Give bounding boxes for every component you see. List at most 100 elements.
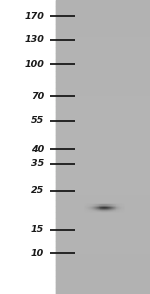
Bar (96, 207, 97, 208)
Bar (102, 208, 103, 209)
Bar (100, 209, 101, 210)
Bar (103, 204, 104, 205)
Bar (56, 200, 150, 206)
Bar (99, 207, 100, 208)
Bar (56, 76, 150, 82)
Text: 40: 40 (31, 145, 44, 154)
Bar (88, 204, 89, 205)
Bar (108, 207, 109, 208)
Bar (115, 209, 116, 210)
Bar (97, 210, 98, 211)
Bar (122, 207, 123, 208)
Bar (103, 208, 104, 209)
Bar (113, 205, 114, 206)
Bar (97, 208, 98, 209)
Bar (114, 210, 115, 211)
Bar (92, 209, 93, 210)
Bar (56, 135, 150, 141)
Bar (95, 206, 96, 207)
Bar (56, 241, 150, 247)
Bar (122, 210, 123, 211)
Bar (96, 208, 97, 209)
Bar (99, 204, 100, 205)
Bar (98, 207, 99, 208)
Bar (111, 204, 112, 205)
Bar (56, 188, 150, 194)
Bar (56, 282, 150, 288)
Bar (56, 223, 150, 229)
Bar (88, 206, 89, 207)
Bar (119, 204, 120, 205)
Bar (56, 71, 150, 76)
Bar (114, 209, 115, 210)
Bar (117, 207, 118, 208)
Bar (121, 208, 122, 209)
Bar (117, 205, 118, 206)
Bar (96, 209, 97, 210)
Bar (95, 207, 96, 208)
Bar (56, 65, 150, 71)
Bar (85, 210, 86, 211)
Bar (108, 204, 109, 205)
Bar (56, 265, 150, 270)
Bar (56, 253, 150, 259)
Bar (102, 210, 103, 211)
Bar (56, 94, 150, 100)
Bar (107, 210, 108, 211)
Bar (112, 209, 113, 210)
Bar (92, 204, 93, 205)
Bar (104, 205, 105, 206)
Bar (116, 207, 117, 208)
Bar (56, 288, 150, 294)
Bar (117, 210, 118, 211)
Bar (0, 0, 56, 294)
Bar (56, 218, 150, 223)
Bar (92, 206, 93, 207)
Bar (56, 259, 150, 265)
Bar (100, 207, 101, 208)
Bar (89, 204, 90, 205)
Bar (56, 229, 150, 235)
Bar (107, 204, 108, 205)
Text: 130: 130 (24, 35, 44, 44)
Bar (86, 205, 87, 206)
Bar (99, 205, 100, 206)
Bar (105, 206, 106, 207)
Bar (103, 209, 104, 210)
Bar (56, 147, 150, 153)
Bar (95, 204, 96, 205)
Bar (111, 206, 112, 207)
Bar (101, 204, 102, 205)
Bar (93, 207, 94, 208)
Bar (122, 209, 123, 210)
Bar (105, 205, 106, 206)
Bar (122, 206, 123, 207)
Bar (119, 205, 120, 206)
Bar (113, 209, 114, 210)
Bar (109, 207, 110, 208)
Text: 55: 55 (31, 116, 44, 125)
Bar (105, 207, 106, 208)
Bar (98, 208, 99, 209)
Bar (115, 207, 116, 208)
Bar (116, 204, 117, 205)
Bar (115, 205, 116, 206)
Bar (107, 205, 108, 206)
Bar (100, 210, 101, 211)
Bar (87, 210, 88, 211)
Bar (119, 208, 120, 209)
Bar (104, 207, 105, 208)
Bar (112, 206, 113, 207)
Bar (90, 209, 91, 210)
Bar (115, 204, 116, 205)
Bar (91, 207, 92, 208)
Bar (56, 29, 150, 35)
Bar (56, 88, 150, 94)
Bar (103, 206, 104, 207)
Bar (90, 210, 91, 211)
Bar (98, 206, 99, 207)
Bar (91, 210, 92, 211)
Bar (86, 209, 87, 210)
Bar (120, 205, 121, 206)
Bar (110, 205, 111, 206)
